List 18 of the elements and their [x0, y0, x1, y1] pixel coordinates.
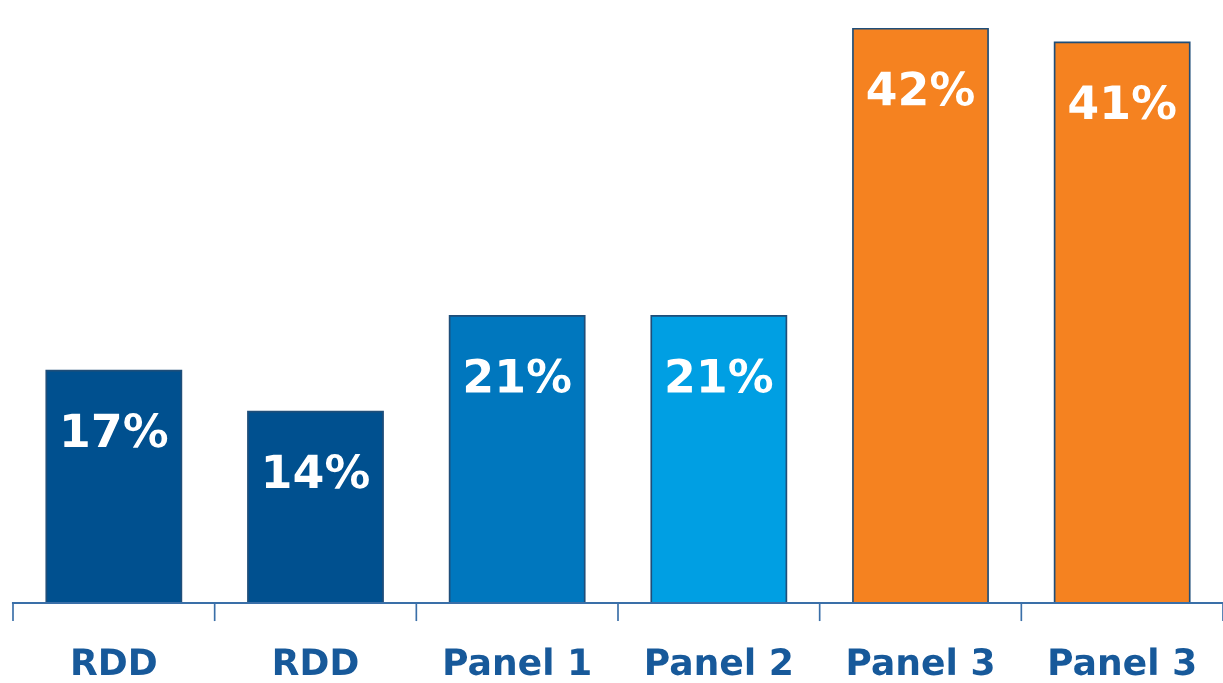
data-label: 17% [64, 413, 168, 448]
x-tick-label: Panel 3 [1050, 647, 1195, 676]
bar [45, 369, 183, 603]
data-label: 14% [265, 454, 369, 489]
data-label: 41% [1069, 84, 1176, 120]
bar [247, 410, 384, 603]
x-tick-label: Panel 2 [647, 647, 791, 676]
x-tick-label: RDD [274, 648, 358, 675]
x-tick-label: Panel 1 [445, 647, 590, 676]
x-tick-label: RDD [73, 648, 156, 675]
x-tick-label: Panel 3 [848, 647, 993, 676]
data-label: 42% [867, 71, 974, 106]
bar [650, 315, 788, 603]
bar [1053, 41, 1191, 603]
bar [852, 27, 989, 603]
data-label: 21% [667, 358, 773, 394]
bar [448, 315, 586, 603]
data-label: 21% [465, 358, 571, 394]
